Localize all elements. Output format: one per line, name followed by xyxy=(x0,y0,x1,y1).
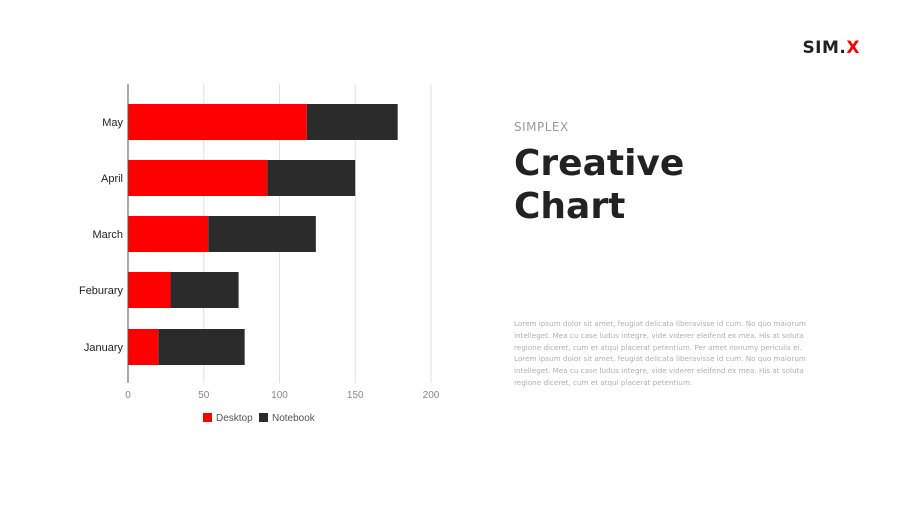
x-tick-label: 100 xyxy=(271,390,288,401)
legend-label: Notebook xyxy=(272,413,316,424)
category-label: March xyxy=(92,229,123,241)
legend-swatch xyxy=(259,413,268,422)
title-line-1: Creative xyxy=(514,143,685,184)
heading-block: SIMPLEX Creative Chart xyxy=(514,120,834,228)
subtitle: SIMPLEX xyxy=(514,120,569,134)
x-tick-label: 0 xyxy=(125,390,131,401)
bar-desktop-may xyxy=(128,104,307,140)
axis: 0 50 100 150 200 January Feburary March April May xyxy=(79,84,440,401)
x-tick-label: 50 xyxy=(198,390,210,401)
x-tick-label: 150 xyxy=(347,390,364,401)
bar-desktop-feburary xyxy=(128,272,171,308)
title-line-2: Chart xyxy=(514,186,626,227)
bar-desktop-march xyxy=(128,216,209,252)
brand-logo: SIM.X xyxy=(802,38,860,58)
bar-notebook-april xyxy=(267,160,356,196)
body-paragraph: Lorem ipsum dolor sit amet, feugiat deli… xyxy=(514,319,806,387)
bar-desktop-april xyxy=(128,160,268,196)
bar-desktop-january xyxy=(128,329,159,365)
logo-text: SIM. xyxy=(802,38,847,58)
legend: Desktop Notebook xyxy=(203,413,316,424)
bars xyxy=(128,104,398,365)
category-label: Feburary xyxy=(79,285,124,297)
stacked-bar-chart: 0 50 100 150 200 January Feburary March April May… xyxy=(79,84,440,424)
page-title: Creative Chart xyxy=(514,142,834,228)
category-label: April xyxy=(101,173,123,185)
bar-notebook-january xyxy=(158,329,245,365)
bar-notebook-feburary xyxy=(170,272,239,308)
category-label: May xyxy=(102,117,123,129)
legend-label: Desktop xyxy=(216,413,253,424)
bar-notebook-may xyxy=(306,104,398,140)
bar-notebook-march xyxy=(208,216,316,252)
legend-swatch xyxy=(203,413,212,422)
category-label: January xyxy=(84,342,124,354)
x-tick-label: 200 xyxy=(423,390,440,401)
logo-accent: X xyxy=(846,38,860,58)
